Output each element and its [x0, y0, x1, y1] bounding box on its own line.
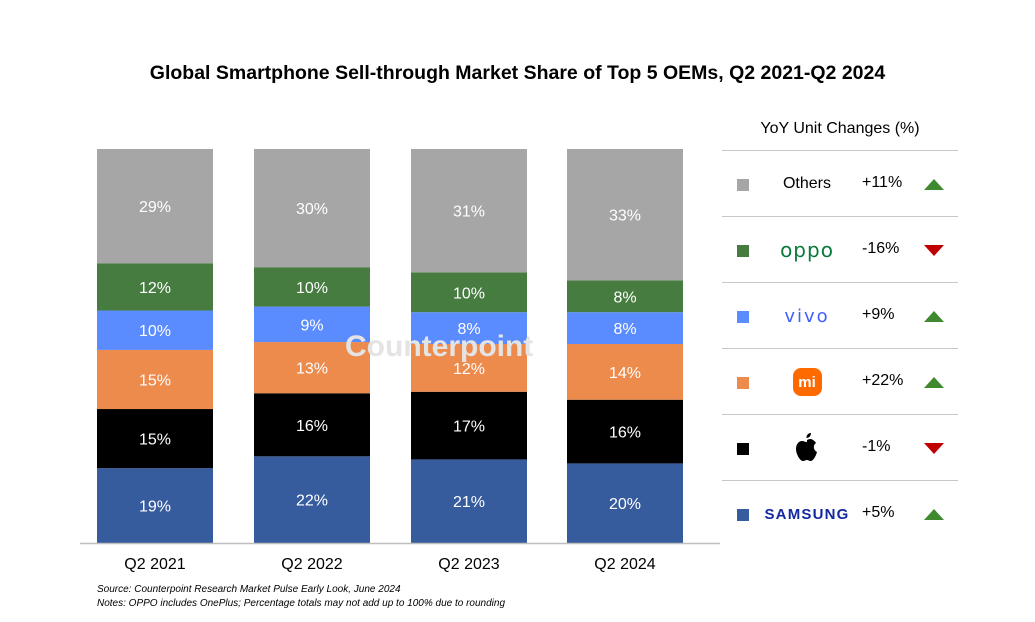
legend-swatch	[737, 377, 749, 389]
triangle-down-icon	[924, 245, 944, 256]
notes: Notes: OPPO includes OnePlus; Percentage…	[97, 598, 506, 609]
x-tick-label: Q2 2022	[281, 556, 342, 573]
data-label-apple: 16%	[296, 418, 328, 435]
legend-row: -1%	[722, 414, 958, 481]
bar-segment-oppo	[97, 263, 213, 311]
data-label-others: 31%	[453, 204, 485, 221]
data-label-samsung: 20%	[609, 496, 641, 513]
legend-swatch	[737, 179, 749, 191]
legend-row: oppo -16%	[722, 216, 958, 283]
triangle-up-icon	[924, 377, 944, 388]
bar-segment-xiaomi	[411, 344, 527, 392]
legend-brand	[767, 415, 847, 481]
bar-segment-samsung	[97, 468, 213, 543]
data-label-xiaomi: 15%	[139, 372, 171, 389]
legend-swatch	[737, 443, 749, 455]
legend-row: Others +11%	[722, 150, 958, 217]
bar-segment-oppo	[254, 267, 370, 307]
apple-logo	[796, 433, 817, 461]
bar-segment-apple	[97, 409, 213, 469]
x-tick-label: Q2 2021	[124, 556, 185, 573]
bar-segment-oppo	[567, 280, 683, 313]
legend-brand: vivo	[767, 283, 847, 349]
bar-segment-apple	[567, 399, 683, 464]
bar-segment-others	[254, 149, 370, 268]
bar-segment-vivo	[411, 312, 527, 345]
data-label-vivo: 10%	[139, 323, 171, 340]
data-label-xiaomi: 12%	[453, 361, 485, 378]
data-label-oppo: 12%	[139, 280, 171, 297]
bar-segment-xiaomi	[567, 344, 683, 400]
triangle-up-icon	[924, 509, 944, 520]
bar-segment-apple	[254, 393, 370, 457]
bar-segment-oppo	[411, 272, 527, 313]
data-label-apple: 15%	[139, 432, 171, 449]
bar-segment-samsung	[411, 459, 527, 543]
legend-brand: SAMSUNG	[764, 481, 850, 547]
yoy-change: +9%	[862, 306, 895, 323]
yoy-change: +11%	[862, 174, 903, 191]
vivo-logo: vivo	[784, 305, 830, 327]
data-label-others: 30%	[296, 201, 328, 218]
legend-brand: oppo	[767, 217, 847, 283]
chart-title: Global Smartphone Sell-through Market Sh…	[149, 62, 886, 84]
data-label-xiaomi: 14%	[609, 365, 641, 382]
yoy-change: +22%	[862, 372, 904, 389]
bar-segment-others	[567, 149, 683, 281]
yoy-change: +5%	[862, 504, 895, 521]
bar-segment-vivo	[97, 310, 213, 350]
stacked-bar-chart: 19% 15% 15% 10% 12% 29% Q2 2021 22% 16% 13% 9% 10% 3…	[80, 149, 720, 573]
triangle-up-icon	[924, 179, 944, 190]
x-tick-label: Q2 2023	[438, 556, 499, 573]
legend-row: mi +22%	[722, 348, 958, 415]
data-label-samsung: 19%	[139, 499, 171, 516]
x-tick-label: Q2 2024	[594, 556, 655, 573]
data-label-oppo: 10%	[453, 285, 485, 302]
data-label-apple: 16%	[609, 425, 641, 442]
triangle-down-icon	[924, 443, 944, 454]
brand-label: Others	[782, 175, 831, 192]
legend-swatch	[737, 311, 749, 323]
xiaomi-logo: mi	[792, 368, 822, 396]
bar-segment-vivo	[567, 312, 683, 345]
bar-segment-apple	[411, 391, 527, 460]
bar-segment-samsung	[254, 456, 370, 543]
bar-segment-vivo	[254, 306, 370, 343]
bar-segment-others	[97, 149, 213, 264]
legend-row: vivo +9%	[722, 282, 958, 349]
legend-swatch	[737, 245, 749, 257]
legend-brand: mi	[767, 349, 847, 415]
samsung-logo: SAMSUNG	[764, 505, 850, 523]
data-label-xiaomi: 13%	[296, 361, 328, 378]
oppo-logo: oppo	[780, 238, 834, 262]
legend-swatch	[737, 509, 749, 521]
data-label-vivo: 8%	[457, 321, 480, 338]
data-label-oppo: 10%	[296, 280, 328, 297]
bar-segment-xiaomi	[97, 349, 213, 410]
bar-segment-samsung	[567, 463, 683, 543]
legend-title: YoY Unit Changes (%)	[760, 120, 920, 137]
data-label-others: 33%	[609, 208, 641, 225]
yoy-change: -16%	[862, 240, 900, 257]
data-label-others: 29%	[139, 199, 171, 216]
data-label-vivo: 9%	[300, 317, 323, 334]
yoy-change: -1%	[862, 438, 891, 455]
data-label-samsung: 21%	[453, 494, 485, 511]
source-note: Source: Counterpoint Research Market Pul…	[97, 584, 401, 595]
data-label-oppo: 8%	[613, 289, 636, 306]
data-label-vivo: 8%	[613, 321, 636, 338]
bar-segment-xiaomi	[254, 342, 370, 394]
bar-segment-others	[411, 149, 527, 273]
triangle-up-icon	[924, 311, 944, 322]
legend-brand: Others	[767, 151, 847, 217]
data-label-samsung: 22%	[296, 493, 328, 510]
legend-row: SAMSUNG +5%	[722, 480, 958, 547]
data-label-apple: 17%	[453, 419, 485, 436]
